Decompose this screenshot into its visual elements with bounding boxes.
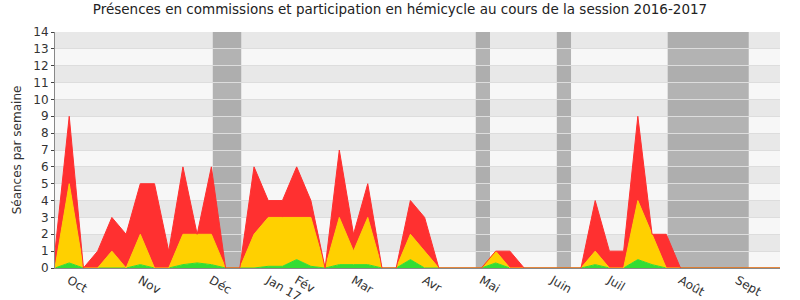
svg-text:Juin: Juin: [547, 273, 574, 297]
svg-text:8: 8: [41, 126, 49, 140]
svg-text:12: 12: [33, 59, 48, 73]
svg-text:Présences en commissions et pa: Présences en commissions et participatio…: [93, 1, 707, 17]
svg-text:Mar: Mar: [349, 273, 376, 296]
svg-text:Fév: Fév: [292, 273, 317, 295]
svg-text:Avr: Avr: [420, 273, 444, 295]
svg-text:Jan 17: Jan 17: [263, 273, 303, 300]
svg-text:7: 7: [41, 143, 49, 157]
svg-text:5: 5: [41, 177, 49, 191]
svg-text:1: 1: [41, 244, 49, 258]
svg-text:2: 2: [41, 227, 49, 241]
svg-text:Séances par semaine: Séances par semaine: [10, 86, 24, 215]
svg-text:11: 11: [33, 76, 48, 90]
svg-text:14: 14: [33, 25, 48, 39]
svg-text:Sept: Sept: [733, 273, 764, 299]
svg-text:4: 4: [41, 194, 49, 208]
svg-text:Août: Août: [676, 273, 707, 299]
svg-text:6: 6: [41, 160, 49, 174]
svg-text:0: 0: [41, 261, 49, 275]
svg-text:Mai: Mai: [477, 273, 502, 296]
svg-text:Déc: Déc: [207, 273, 234, 297]
svg-text:3: 3: [41, 211, 49, 225]
svg-text:Nov: Nov: [136, 273, 163, 297]
svg-text:Juil: Juil: [604, 273, 627, 295]
svg-text:9: 9: [41, 109, 49, 123]
svg-text:13: 13: [33, 42, 48, 56]
svg-text:10: 10: [33, 93, 48, 107]
svg-text:Oct: Oct: [65, 273, 90, 296]
